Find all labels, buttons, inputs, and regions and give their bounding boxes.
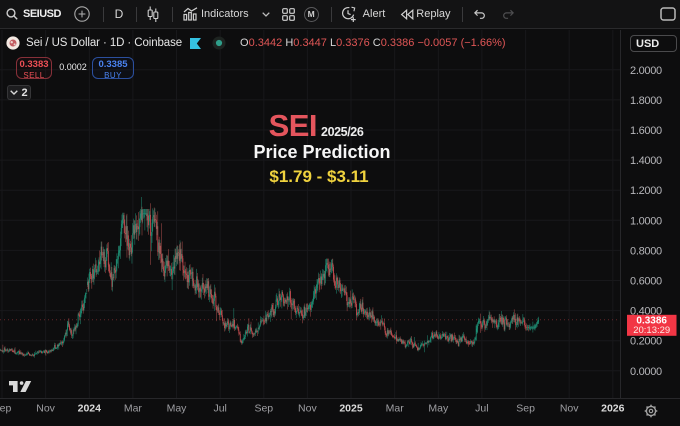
svg-text:2024: 2024 [78,403,102,415]
svg-text:1.4000: 1.4000 [630,155,662,167]
svg-text:May: May [167,403,188,415]
svg-text:0.4000: 0.4000 [630,306,662,318]
svg-text:0.0000: 0.0000 [630,366,662,378]
svg-text:20:13:29: 20:13:29 [633,325,670,336]
svg-text:Jul: Jul [213,403,226,415]
svg-text:0.8000: 0.8000 [630,245,662,257]
svg-text:0.2000: 0.2000 [630,336,662,348]
svg-text:Mar: Mar [386,403,405,415]
svg-text:0.6000: 0.6000 [630,276,662,288]
svg-text:Sep: Sep [0,403,11,415]
svg-text:Nov: Nov [298,403,317,415]
svg-text:Nov: Nov [560,403,579,415]
svg-text:1.0000: 1.0000 [630,215,662,227]
svg-text:1.6000: 1.6000 [630,125,662,137]
svg-text:0.3386: 0.3386 [636,315,667,326]
svg-text:Jul: Jul [475,403,488,415]
svg-text:2.0000: 2.0000 [630,65,662,77]
svg-text:2026: 2026 [601,403,625,415]
svg-text:Sep: Sep [254,403,273,415]
svg-text:Sep: Sep [516,403,535,415]
svg-text:1.2000: 1.2000 [630,185,662,197]
svg-text:1.8000: 1.8000 [630,95,662,107]
svg-text:Mar: Mar [124,403,143,415]
svg-text:May: May [428,403,449,415]
svg-text:Nov: Nov [36,403,55,415]
svg-text:2025: 2025 [339,403,363,415]
